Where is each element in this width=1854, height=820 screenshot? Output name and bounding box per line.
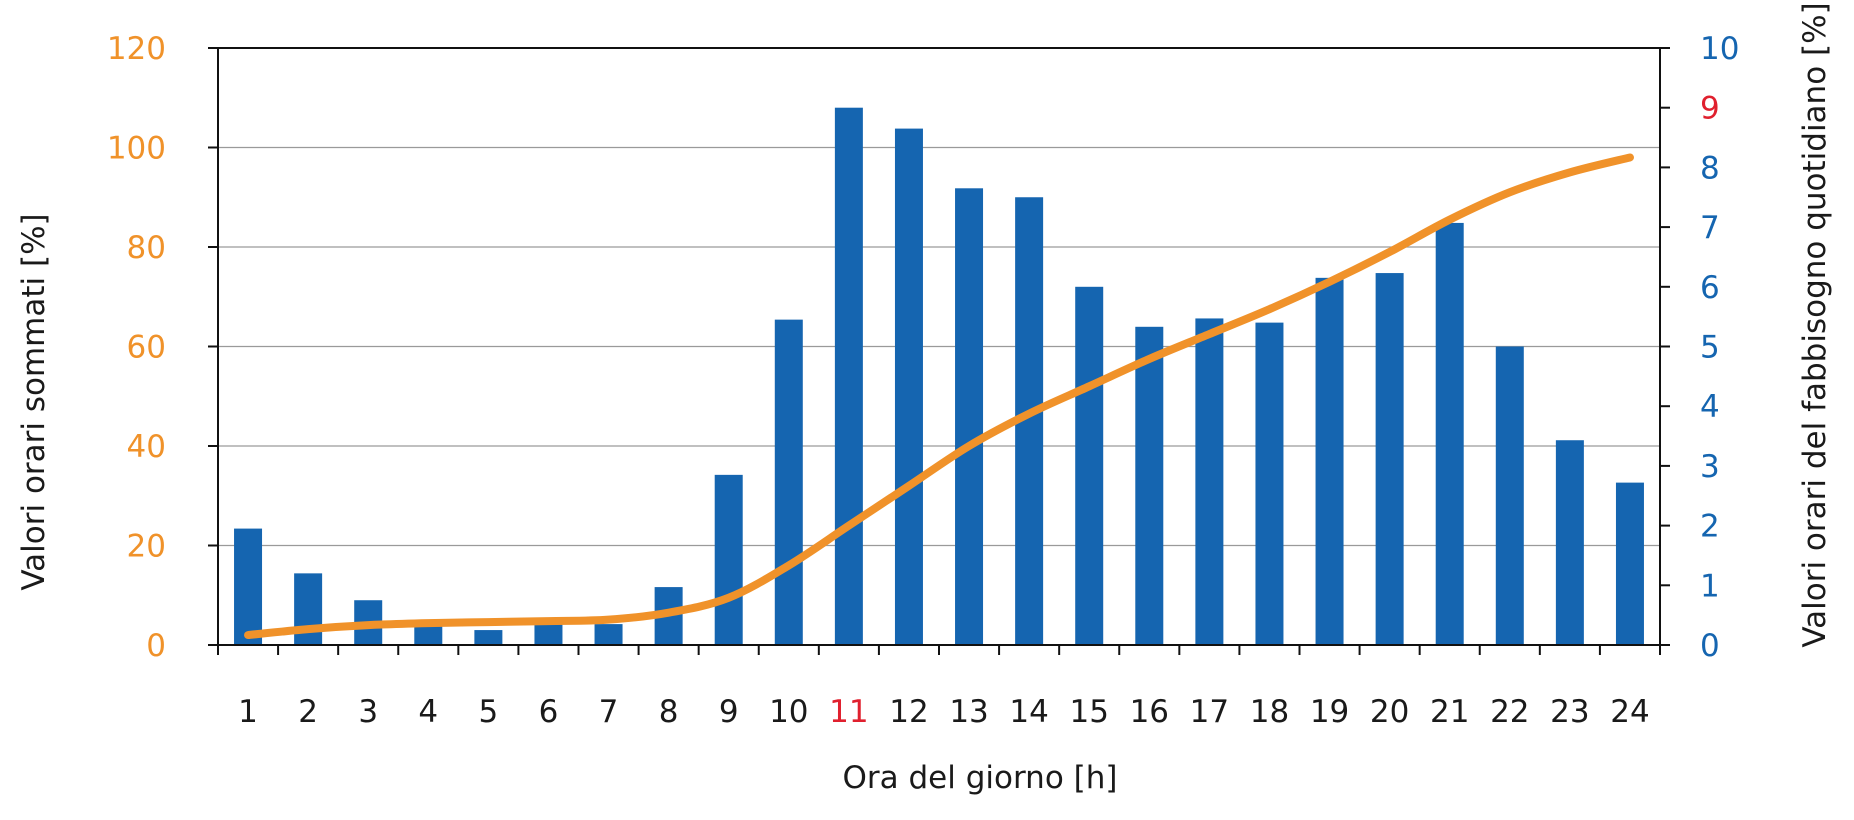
bar <box>1615 482 1644 645</box>
left-y-tick-label: 100 <box>107 131 166 167</box>
right-y-axis-title: Valori orari del fabbisogno quotidiano [… <box>1797 2 1833 647</box>
x-tick-label: 20 <box>1370 694 1409 730</box>
x-tick-label: 24 <box>1610 694 1649 730</box>
cumulative-line <box>244 153 1634 640</box>
axes <box>208 47 1670 655</box>
bar <box>474 630 503 645</box>
x-tick-label: 19 <box>1310 694 1349 730</box>
x-tick-label: 8 <box>659 694 679 730</box>
bar <box>834 107 863 645</box>
x-tick-label: 15 <box>1069 694 1108 730</box>
bar <box>894 128 923 646</box>
right-y-tick-label: 2 <box>1700 509 1720 545</box>
x-tick-label: 1 <box>238 694 258 730</box>
right-y-tick-label: 9 <box>1700 91 1720 127</box>
x-tick-label: 5 <box>479 694 499 730</box>
left-y-tick-label: 40 <box>127 429 166 465</box>
right-y-tick-label: 3 <box>1700 449 1720 485</box>
tick-labels: 1 2 3 4 5 6 7 8 9 10 11 12 13 14 15 16 17 18 19 20 21 22 23 240… <box>107 31 1740 730</box>
x-tick-label: 10 <box>769 694 808 730</box>
bar <box>594 624 623 645</box>
x-tick-label: 7 <box>599 694 619 730</box>
bar <box>1435 222 1464 645</box>
x-tick-label: 13 <box>949 694 988 730</box>
x-tick-label: 21 <box>1430 694 1469 730</box>
x-tick-label: 16 <box>1130 694 1169 730</box>
bar <box>1555 440 1584 645</box>
bar <box>1495 346 1524 645</box>
right-y-tick-label: 4 <box>1700 389 1720 425</box>
bar <box>1135 326 1164 645</box>
left-y-tick-label: 20 <box>127 529 166 565</box>
bar <box>714 474 743 645</box>
left-y-tick-label: 0 <box>146 628 166 664</box>
left-y-tick-label: 80 <box>127 230 166 266</box>
left-y-tick-label: 120 <box>107 31 166 67</box>
x-tick-label: 12 <box>889 694 928 730</box>
bar <box>1255 322 1284 645</box>
bar <box>774 319 803 645</box>
bar <box>1075 286 1104 645</box>
right-y-tick-label: 5 <box>1700 330 1720 366</box>
x-axis-title: Ora del giorno [h] <box>843 760 1118 796</box>
bar <box>294 573 323 645</box>
x-tick-label: 23 <box>1550 694 1589 730</box>
bar <box>1315 277 1344 645</box>
right-y-tick-label: 1 <box>1700 568 1720 604</box>
right-y-tick-label: 7 <box>1700 210 1720 246</box>
bar <box>1195 318 1224 645</box>
x-tick-label: 6 <box>539 694 559 730</box>
line-series <box>244 153 1634 640</box>
bar <box>1375 273 1404 645</box>
bar-series <box>234 107 1644 646</box>
right-y-tick-label: 10 <box>1700 31 1739 67</box>
x-tick-label: 14 <box>1009 694 1048 730</box>
x-tick-label: 11 <box>829 694 868 730</box>
x-tick-label: 3 <box>358 694 378 730</box>
x-tick-label: 22 <box>1490 694 1529 730</box>
x-tick-label: 18 <box>1250 694 1289 730</box>
bar <box>955 188 984 646</box>
left-y-axis-title: Valori orari sommati [%] <box>16 213 52 590</box>
left-y-tick-label: 60 <box>127 330 166 366</box>
x-tick-label: 2 <box>298 694 318 730</box>
bar <box>534 621 563 645</box>
x-tick-label: 4 <box>418 694 438 730</box>
x-tick-label: 9 <box>719 694 739 730</box>
right-y-tick-label: 6 <box>1700 270 1720 306</box>
bar <box>234 528 263 645</box>
right-y-tick-label: 8 <box>1700 150 1720 186</box>
right-y-tick-label: 0 <box>1700 628 1720 664</box>
x-tick-label: 17 <box>1190 694 1229 730</box>
